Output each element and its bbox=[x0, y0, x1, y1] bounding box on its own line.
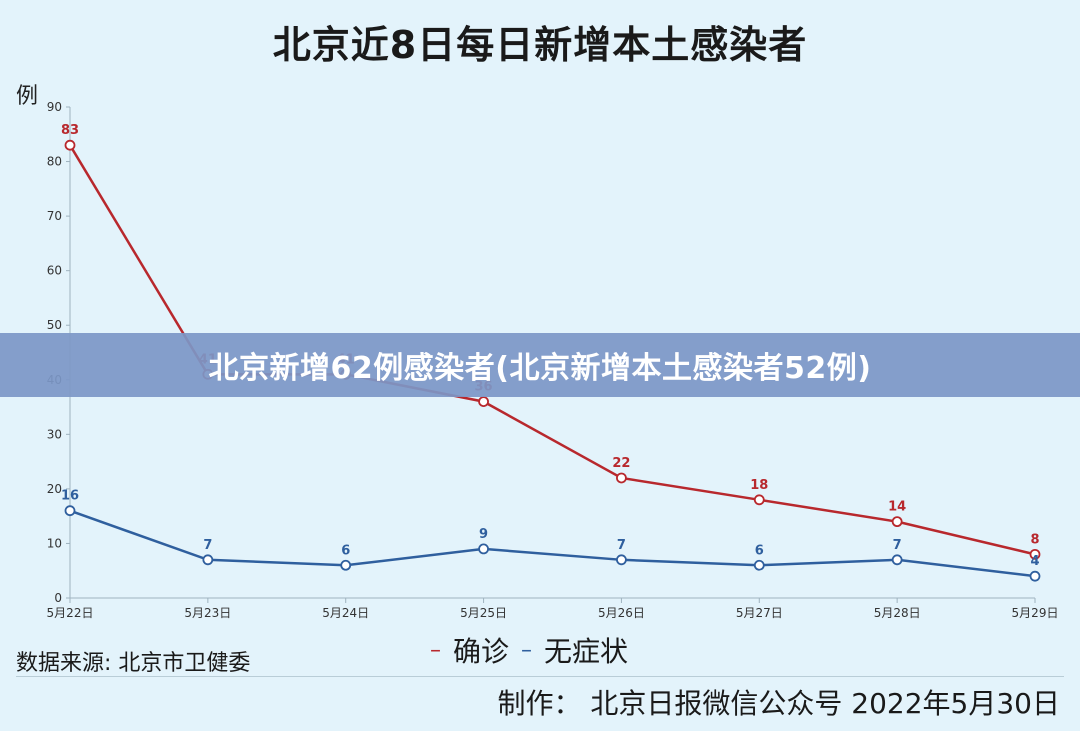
y-tick-label: 0 bbox=[54, 591, 62, 605]
data-point bbox=[891, 554, 903, 566]
divider bbox=[16, 676, 1064, 677]
data-label: 9 bbox=[479, 527, 488, 542]
y-axis-label: 例 bbox=[16, 84, 39, 109]
y-tick-label: 70 bbox=[47, 209, 62, 223]
data-label: 14 bbox=[888, 500, 906, 515]
data-label: 22 bbox=[612, 456, 630, 471]
data-label: 18 bbox=[750, 478, 768, 493]
data-label: 6 bbox=[755, 543, 764, 558]
y-tick-label: 90 bbox=[47, 100, 62, 114]
legend-marker-asymptomatic: – bbox=[521, 637, 533, 663]
data-label: 8 bbox=[1030, 532, 1039, 547]
data-point bbox=[753, 559, 765, 571]
data-point bbox=[202, 554, 214, 566]
legend-label-asymptomatic: 无症状 bbox=[544, 635, 629, 668]
y-tick-label: 60 bbox=[47, 264, 62, 278]
data-label: 6 bbox=[341, 543, 350, 558]
data-point bbox=[1029, 570, 1041, 582]
x-tick-label: 5月25日 bbox=[460, 606, 507, 620]
data-source: 数据来源: 北京市卫健委 bbox=[16, 651, 251, 676]
chart-title: 北京近8日每日新增本土感染者 bbox=[272, 23, 808, 67]
data-point bbox=[753, 494, 765, 506]
data-point bbox=[478, 543, 489, 555]
data-point bbox=[64, 505, 76, 517]
data-label: 7 bbox=[893, 538, 902, 553]
y-tick-label: 10 bbox=[47, 536, 62, 550]
y-tick-label: 20 bbox=[47, 482, 62, 496]
data-label: 7 bbox=[617, 538, 626, 553]
data-label: 4 bbox=[1030, 554, 1039, 569]
data-label: 7 bbox=[203, 538, 212, 553]
x-tick-label: 5月23日 bbox=[184, 606, 231, 620]
x-tick-label: 5月28日 bbox=[874, 606, 921, 620]
data-point bbox=[1029, 548, 1041, 560]
headline-text: 北京新增62例感染者(北京新增本土感染者52例) bbox=[208, 351, 872, 386]
x-tick-label: 5月27日 bbox=[736, 606, 783, 620]
data-point bbox=[340, 559, 352, 571]
headline-banner: 北京新增62例感染者(北京新增本土感染者52例) bbox=[0, 333, 1080, 397]
data-label: 16 bbox=[61, 489, 79, 504]
x-tick-label: 5月29日 bbox=[1012, 606, 1059, 620]
legend-marker-confirmed: – bbox=[430, 637, 441, 663]
legend-label-confirmed: 确诊 bbox=[453, 635, 510, 668]
data-point bbox=[478, 396, 489, 408]
x-tick-label: 5月22日 bbox=[47, 606, 94, 620]
data-point bbox=[891, 516, 903, 528]
legend: – 确诊 – 无症状 bbox=[430, 630, 628, 670]
data-label: 83 bbox=[61, 123, 79, 138]
data-point bbox=[616, 554, 627, 566]
series-line-1 bbox=[69, 509, 1036, 578]
x-tick-label: 5月26日 bbox=[598, 606, 645, 620]
data-point bbox=[616, 472, 627, 484]
y-tick-label: 80 bbox=[47, 155, 62, 169]
x-tick-label: 5月24日 bbox=[322, 606, 369, 620]
y-tick-label: 30 bbox=[47, 427, 62, 441]
y-tick-label: 50 bbox=[47, 318, 62, 332]
data-point bbox=[64, 139, 76, 151]
credit-line: 制作： 北京日报微信公众号 2022年5月30日 bbox=[497, 687, 1060, 720]
